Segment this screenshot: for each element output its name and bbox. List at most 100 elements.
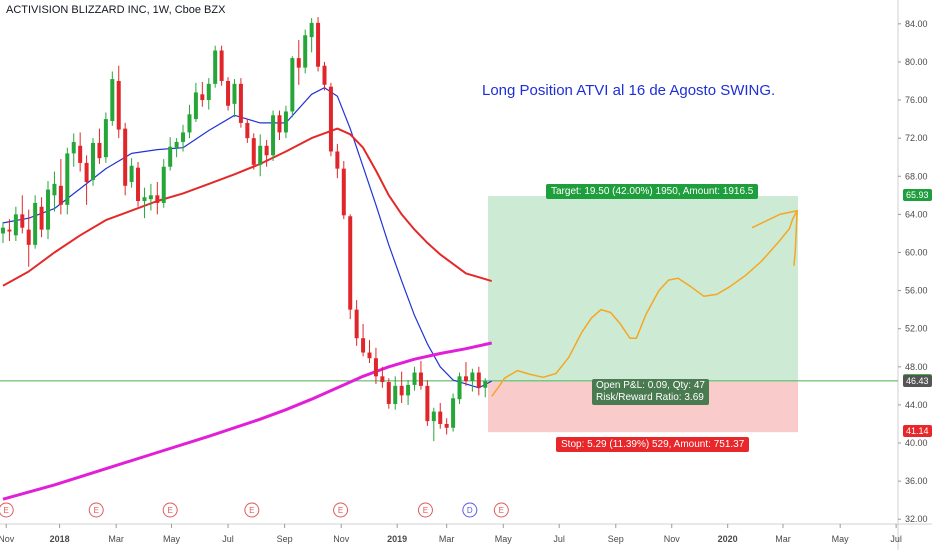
candle-body — [46, 189, 51, 230]
x-tick-label: Mar — [775, 534, 791, 544]
candle-body — [322, 65, 327, 85]
candle-body — [367, 352, 372, 359]
x-tick-label: Jul — [553, 534, 565, 544]
candle-body — [451, 398, 456, 428]
pnl-line-1: Open P&L: 0.09, Qty: 47 — [596, 380, 705, 391]
x-tick-label: Jul — [222, 534, 234, 544]
x-tick-label: Jul — [890, 534, 902, 544]
candle-body — [264, 145, 269, 156]
projection-3 — [491, 209, 798, 397]
event-marker-label: E — [4, 506, 9, 515]
x-tick-label: 2019 — [387, 534, 407, 544]
pnl-box[interactable]: Open P&L: 0.09, Qty: 47 Risk/Reward Rati… — [592, 379, 709, 405]
candle-body — [335, 151, 340, 169]
target-label[interactable]: Target: 19.50 (42.00%) 1950, Amount: 191… — [546, 184, 759, 199]
candle-body — [373, 358, 378, 377]
x-tick-label: 2020 — [718, 534, 738, 544]
y-tick-label: 80.00 — [905, 57, 928, 67]
candle-body — [251, 138, 256, 165]
candle-body — [91, 142, 96, 181]
candle-body — [393, 385, 398, 404]
event-marker — [88, 502, 104, 518]
candle-body — [232, 83, 237, 104]
candle-body — [33, 202, 38, 245]
candle-body — [200, 94, 205, 101]
x-tick-label: Nov — [333, 534, 350, 544]
projection-arrow-4 — [751, 209, 798, 229]
pnl-line-2: Risk/Reward Ratio: 3.69 — [596, 392, 704, 403]
candle-body — [58, 185, 63, 205]
candle-body — [226, 80, 231, 106]
candle-body — [296, 58, 301, 68]
candle-body — [316, 22, 321, 67]
x-tick-label: May — [832, 534, 850, 544]
candle-body — [277, 115, 282, 133]
candle-body — [309, 22, 314, 38]
candle-body — [476, 372, 481, 388]
moving-average-1 — [2, 127, 492, 287]
candle-body — [290, 58, 295, 112]
y-tick-label: 76.00 — [905, 95, 928, 105]
candle-body — [148, 195, 153, 200]
candle-body — [39, 206, 44, 230]
x-tick-label: Mar — [439, 534, 455, 544]
event-marker-label: E — [423, 506, 428, 515]
x-tick-label: Sep — [277, 534, 293, 544]
candle-body — [219, 50, 224, 81]
candle-body — [116, 80, 121, 130]
candle-body — [174, 141, 179, 148]
x-tick-label: Sep — [608, 534, 624, 544]
event-marker — [162, 502, 178, 518]
moving-average-2 — [2, 341, 493, 501]
candle-body — [84, 162, 89, 182]
candle-body — [168, 146, 173, 167]
candle-body — [26, 229, 31, 245]
candle-body — [418, 372, 423, 386]
price-tag: 65.93 — [903, 188, 932, 201]
candle-body — [129, 165, 134, 182]
event-marker-label: E — [338, 506, 343, 515]
y-tick-label: 72.00 — [905, 133, 928, 143]
candle-body — [399, 385, 404, 396]
event-marker — [462, 502, 478, 518]
candle-body — [161, 166, 166, 203]
candle-body — [7, 229, 12, 232]
candle-body — [181, 132, 186, 142]
x-tick-label: 2018 — [50, 534, 70, 544]
x-tick-label: May — [163, 534, 181, 544]
candle-body — [406, 384, 411, 396]
y-tick-label: 56.00 — [905, 286, 928, 296]
price-tag: 46.43 — [903, 374, 932, 387]
candle-body — [361, 338, 366, 353]
candle-body — [271, 115, 276, 156]
candle-body — [187, 114, 192, 133]
candle-body — [123, 128, 128, 186]
candle-body — [1, 227, 5, 234]
y-tick-label: 52.00 — [905, 324, 928, 334]
price-tag: 41.14 — [903, 425, 932, 438]
y-tick-label: 44.00 — [905, 400, 928, 410]
stop-label[interactable]: Stop: 5.29 (11.39%) 529, Amount: 751.37 — [556, 437, 750, 452]
event-marker-label: E — [94, 506, 99, 515]
x-tick-label: Nov — [664, 534, 681, 544]
y-tick-label: 64.00 — [905, 209, 928, 219]
candle-body — [206, 83, 211, 101]
y-tick-label: 68.00 — [905, 171, 928, 181]
x-tick-label: May — [495, 534, 513, 544]
candle-body — [354, 309, 359, 339]
candle-body — [425, 385, 430, 422]
y-tick-label: 60.00 — [905, 247, 928, 257]
candle-body — [258, 145, 263, 165]
profit-zone — [488, 195, 798, 382]
candle-body — [457, 376, 462, 400]
candle-body — [341, 168, 346, 216]
candle-body — [303, 35, 308, 68]
candle-body — [213, 50, 218, 84]
candle-body — [78, 145, 83, 163]
candle-body — [136, 167, 141, 202]
candle-body — [110, 79, 115, 121]
candle-body — [193, 92, 198, 120]
x-tick-label: Nov — [0, 534, 15, 544]
candle-body — [20, 214, 25, 228]
